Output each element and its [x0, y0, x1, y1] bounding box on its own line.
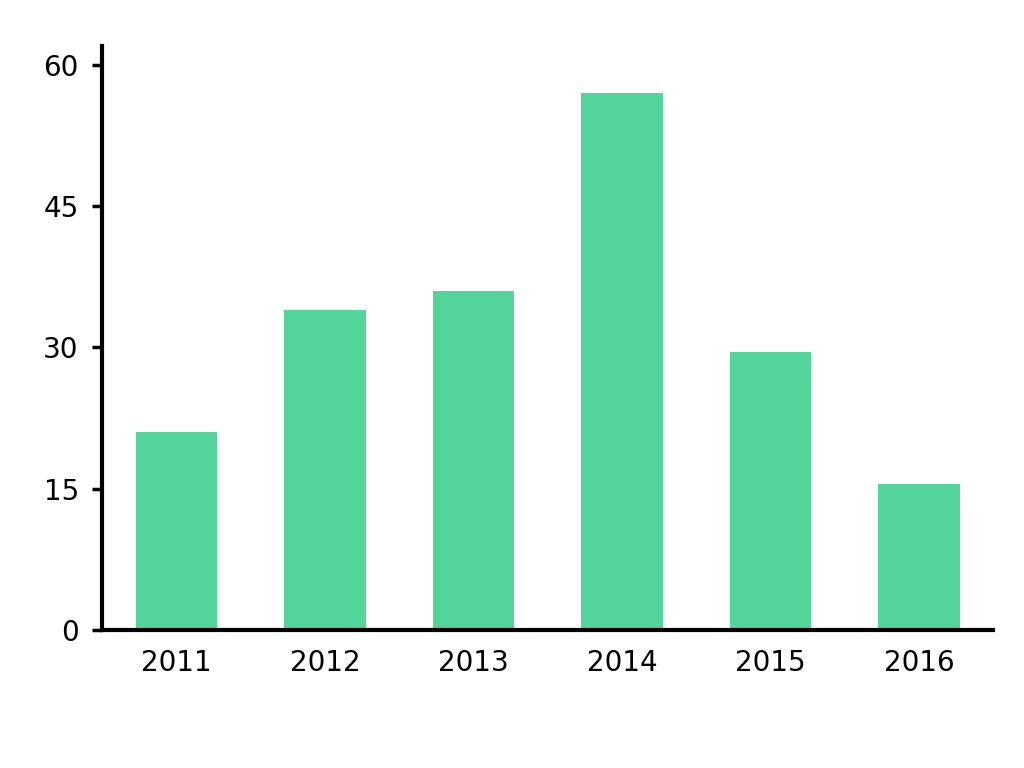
Bar: [730, 352, 811, 630]
Bar: [879, 484, 959, 630]
Bar: [433, 291, 514, 630]
Bar: [285, 310, 366, 630]
Bar: [582, 93, 663, 630]
Bar: [136, 432, 217, 630]
